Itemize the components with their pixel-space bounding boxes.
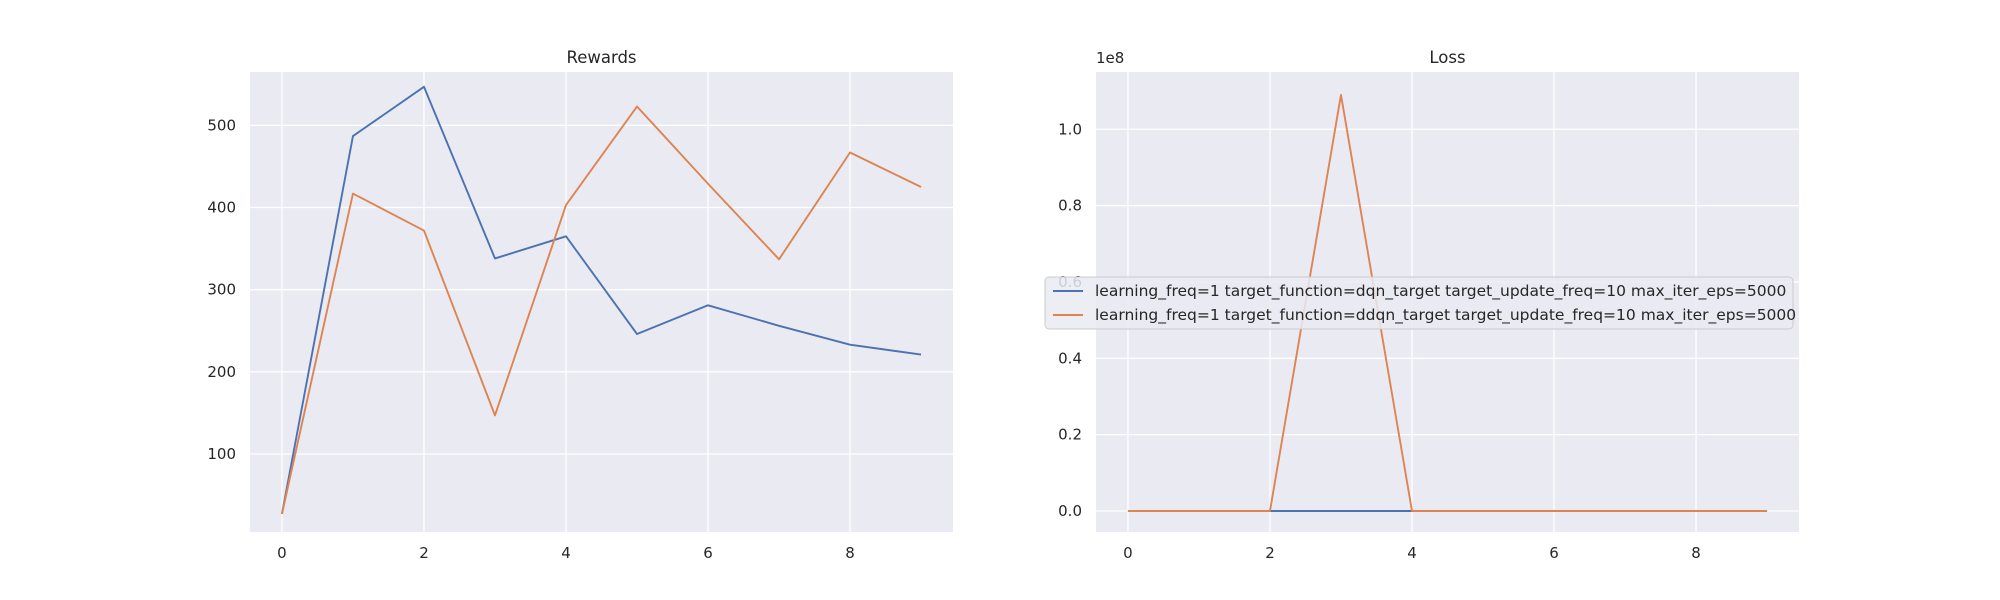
x-tick-label: 6 xyxy=(703,544,713,562)
y-tick-label: 0.4 xyxy=(1058,349,1082,367)
y-tick-label: 0.0 xyxy=(1058,502,1082,520)
y-tick-label: 300 xyxy=(207,281,236,299)
x-tick-label: 0 xyxy=(1123,544,1133,562)
rewards-chart: 0 2 4 6 8 100 200 300 400 500 Rewards xyxy=(207,48,953,562)
x-tick-label: 4 xyxy=(1407,544,1417,562)
legend-label-1: learning_freq=1 target_function=dqn_targ… xyxy=(1095,282,1786,301)
legend: learning_freq=1 target_function=dqn_targ… xyxy=(1044,276,1796,330)
x-tick-label: 8 xyxy=(1691,544,1701,562)
x-tick-label: 8 xyxy=(845,544,855,562)
y-tick-label: 100 xyxy=(207,445,236,463)
y-offset-label: 1e8 xyxy=(1096,49,1124,67)
x-tick-label: 2 xyxy=(1265,544,1275,562)
y-tick-label: 400 xyxy=(207,199,236,217)
x-tick-label: 2 xyxy=(419,544,429,562)
y-tick-label: 200 xyxy=(207,363,236,381)
x-tick-label: 0 xyxy=(277,544,287,562)
legend-frame xyxy=(1044,276,1794,330)
series-line-2 xyxy=(281,105,922,515)
x-tick-label: 4 xyxy=(561,544,571,562)
y-tick-label: 0.2 xyxy=(1058,426,1082,444)
y-tick-label: 1.0 xyxy=(1058,120,1082,138)
x-tick-label: 6 xyxy=(1549,544,1559,562)
chart-title: Loss xyxy=(1429,48,1465,67)
plot-area xyxy=(250,72,953,532)
series-line-2 xyxy=(1127,93,1768,512)
chart-title: Rewards xyxy=(566,48,636,67)
y-tick-label: 0.8 xyxy=(1058,197,1082,215)
y-tick-label: 500 xyxy=(207,116,236,134)
legend-label-2: learning_freq=1 target_function=ddqn_tar… xyxy=(1095,306,1796,325)
series-line-1 xyxy=(281,85,922,515)
loss-chart: 024680.00.20.40.60.81.0Loss1e8learning_f… xyxy=(1044,48,1799,562)
